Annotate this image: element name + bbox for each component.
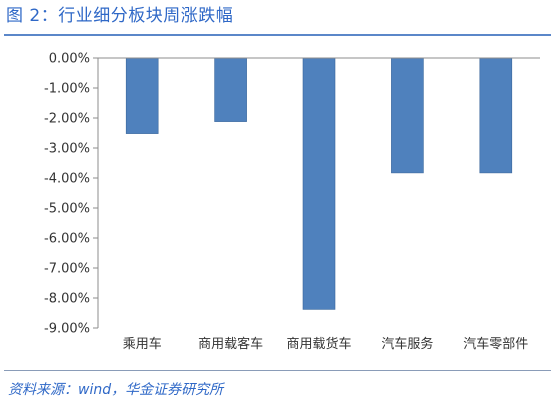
category-label: 汽车零部件 [463,336,528,352]
y-tick-label: -9.00% [44,322,90,337]
y-tick-label: -6.00% [44,232,90,247]
category-label: 商用载客车 [198,336,263,352]
y-tick-label: -7.00% [44,262,90,277]
source-note: 资料来源：wind，华金证券研究所 [8,382,224,398]
source-divider [4,370,551,371]
y-tick-label: -4.00% [44,172,90,187]
bar-4 [391,57,424,174]
x-axis: 乘用车 商用载客车 商用载货车 汽车服务 汽车零部件 [98,57,540,352]
title-divider [4,34,551,36]
y-tick-label: -5.00% [44,202,90,217]
bar-1 [125,57,159,134]
bar-5 [479,57,513,174]
y-tick-label: -1.00% [44,82,90,97]
category-label: 商用载货车 [286,336,351,352]
bar-chart: 0.00% -1.00% -2.00% -3.00% -4.00% -5.00% -6.00… [44,52,540,352]
bars [125,57,513,310]
y-tick-label: 0.00% [49,52,90,67]
figure-title: 图 2：行业细分板块周涨跌幅 [6,6,234,26]
y-tick-label: -8.00% [44,292,90,307]
y-tick-label: -3.00% [44,142,90,157]
y-tick-label: -2.00% [44,112,90,127]
bar-2 [214,57,247,122]
category-label: 汽车服务 [381,336,433,352]
y-axis: 0.00% -1.00% -2.00% -3.00% -4.00% -5.00% -6.00… [44,52,99,337]
bar-3 [302,57,336,310]
category-label: 乘用车 [123,336,162,352]
